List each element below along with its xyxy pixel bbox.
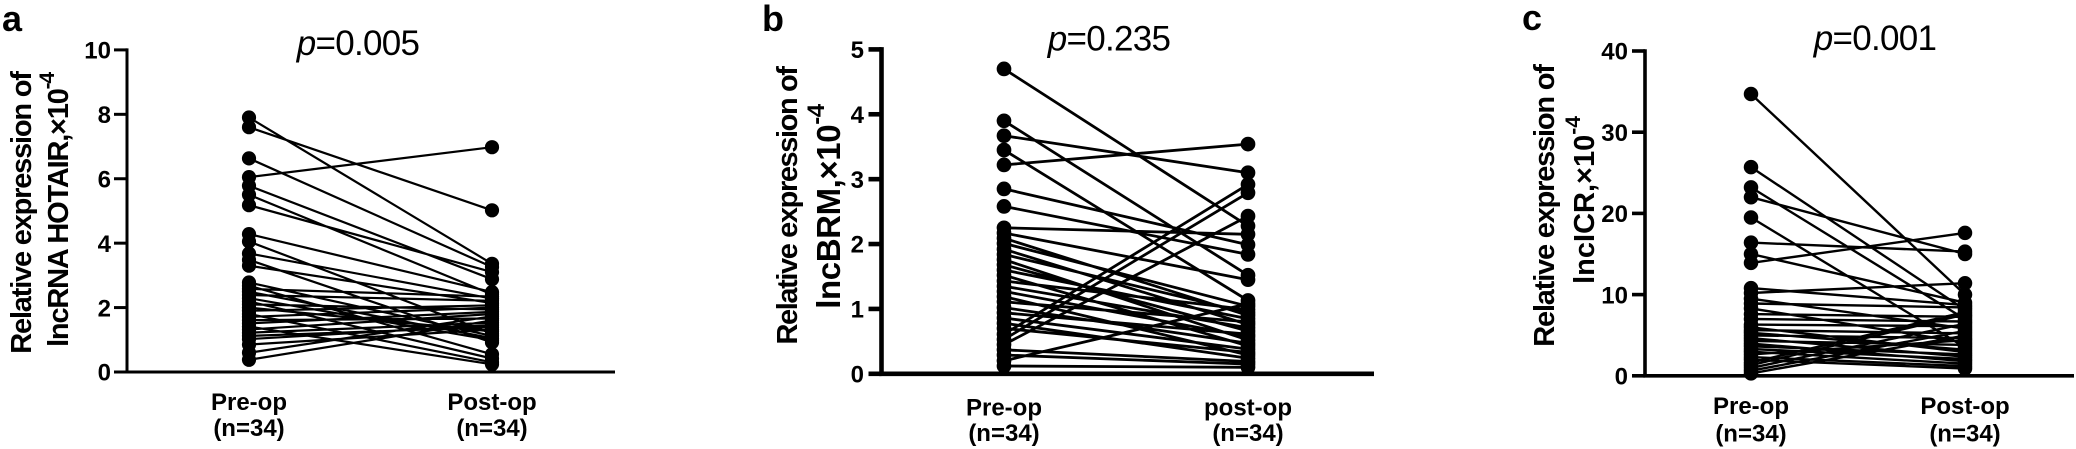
- svg-text:lncRNA HOTAIR,×10-4: lncRNA HOTAIR,×10-4: [36, 72, 75, 347]
- svg-text:0: 0: [1615, 364, 1628, 391]
- svg-text:Pre-op: Pre-op: [966, 395, 1042, 422]
- svg-text:40: 40: [1601, 39, 1628, 66]
- svg-text:(n=34): (n=34): [213, 415, 284, 442]
- svg-text:a: a: [2, 0, 23, 39]
- svg-text:2: 2: [851, 232, 864, 259]
- svg-text:p=0.235: p=0.235: [1047, 19, 1171, 58]
- svg-text:(n=34): (n=34): [1212, 420, 1283, 447]
- svg-text:10: 10: [84, 38, 111, 65]
- svg-text:Pre-op: Pre-op: [1713, 393, 1789, 420]
- svg-text:Relative expression of: Relative expression of: [6, 71, 38, 354]
- svg-text:20: 20: [1601, 201, 1628, 228]
- svg-text:4: 4: [98, 231, 112, 258]
- svg-text:Relative expression of: Relative expression of: [772, 66, 804, 345]
- svg-text:Relative expression of: Relative expression of: [1529, 64, 1561, 347]
- svg-text:4: 4: [851, 102, 865, 129]
- svg-text:30: 30: [1601, 120, 1628, 147]
- svg-text:lncICR,×10-4: lncICR,×10-4: [1562, 116, 1601, 284]
- svg-text:Pre-op: Pre-op: [211, 389, 287, 416]
- svg-text:0: 0: [98, 360, 111, 387]
- svg-text:0: 0: [851, 362, 864, 389]
- svg-text:p=0.005: p=0.005: [296, 24, 420, 63]
- svg-text:8: 8: [98, 102, 111, 129]
- svg-text:(n=34): (n=34): [1929, 421, 2000, 448]
- svg-text:(n=34): (n=34): [968, 420, 1039, 447]
- svg-text:1: 1: [851, 297, 864, 324]
- svg-text:10: 10: [1601, 282, 1628, 309]
- svg-text:Post-op: Post-op: [447, 389, 536, 416]
- svg-text:6: 6: [98, 166, 111, 193]
- svg-text:5: 5: [851, 37, 864, 64]
- svg-text:post-op: post-op: [1204, 395, 1292, 422]
- svg-text:b: b: [762, 0, 784, 39]
- svg-text:lncBRM,×10-4: lncBRM,×10-4: [803, 103, 847, 309]
- svg-text:2: 2: [98, 295, 111, 322]
- svg-text:Post-op: Post-op: [1920, 393, 2009, 420]
- svg-text:(n=34): (n=34): [456, 415, 527, 442]
- svg-text:(n=34): (n=34): [1715, 421, 1786, 448]
- svg-text:3: 3: [851, 167, 864, 194]
- svg-text:p=0.001: p=0.001: [1813, 19, 1937, 58]
- svg-text:c: c: [1522, 0, 1542, 38]
